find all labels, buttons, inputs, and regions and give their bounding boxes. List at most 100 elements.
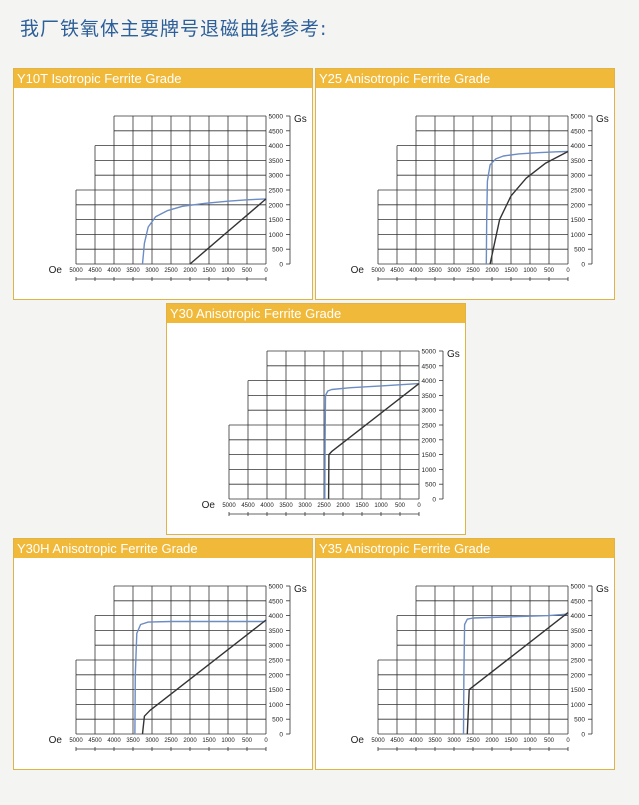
y-tick-label: 4000 [422,378,437,385]
x-tick-label: 500 [544,268,555,274]
x-tick-label: 3000 [145,268,159,274]
x-tick-label: 4500 [390,738,404,744]
y-tick-label: 2500 [269,658,284,665]
y-axis-title: Gs [447,349,460,360]
panel-header: Y30H Anisotropic Ferrite Grade [14,539,312,558]
y-tick-label: 2500 [269,188,284,195]
grid [228,350,420,500]
x-axis-title: Oe [351,735,365,746]
x-tick-label: 3000 [298,503,312,509]
x-axis-title: Oe [351,265,365,276]
y-tick-label: 2500 [571,188,586,195]
chart-panel-y30: Y30 Anisotropic Ferrite Grade 0 500 1000 15… [166,303,466,535]
x-tick-label: 1000 [523,268,537,274]
x-tick-label: 1500 [504,268,518,274]
y-tick-label: 3500 [269,628,284,635]
x-tick-label: 1000 [374,503,388,509]
x-tick-label: 4500 [241,503,255,509]
panel-header: Y10T Isotropic Ferrite Grade [14,69,312,88]
y-tick-label: 3500 [571,628,586,635]
x-tick-label: 4500 [88,268,102,274]
x-tick-label: 4000 [260,503,274,509]
y-tick-label: 4000 [571,613,586,620]
demagnetization-chart: 0500100015002000250030003500400045005000… [351,114,609,281]
induction-curve [485,150,569,265]
x-tick-label: 2500 [164,268,178,274]
y-tick-label: 0 [279,262,283,269]
y-tick-label: 500 [425,482,436,489]
y-tick-label: 0 [432,497,436,504]
y-tick-label: 500 [272,717,283,724]
x-tick-label: 0 [264,738,268,744]
panel-header: Y25 Anisotropic Ferrite Grade [316,69,614,88]
demagnetization-chart: 0500100015002000250030003500400045005000… [202,349,460,516]
y-tick-label: 2500 [571,658,586,665]
page-title: 我厂铁氧体主要牌号退磁曲线参考: [20,18,328,40]
y-tick-label: 2000 [571,202,586,209]
x-tick-label: 3500 [279,503,293,509]
y-tick-label: 2000 [571,672,586,679]
x-tick-label: 500 [242,738,253,744]
y-tick-label: 3000 [269,643,284,650]
y-tick-label: 5000 [571,114,586,121]
y-tick-label: 2000 [269,672,284,679]
demagnetization-chart: 0 500 1000 1500 2000 2500 3000 3500 4000 4500 5000… [49,584,307,751]
y-tick-label: 5000 [422,349,437,356]
x-tick-label: 1500 [504,738,518,744]
y-tick-label: 2000 [269,202,284,209]
y-tick-label: 0 [581,262,585,269]
y-tick-label: 1000 [571,702,586,709]
y-tick-label: 1500 [571,217,586,224]
y-axis-title: Gs [596,584,609,595]
y-tick-label: 1000 [571,232,586,239]
x-tick-label: 4000 [409,738,423,744]
x-tick-label: 0 [417,503,421,509]
x-tick-label: 4500 [88,738,102,744]
x-tick-label: 0 [264,268,268,274]
x-tick-label: 5000 [69,268,83,274]
x-tick-label: 1000 [221,738,235,744]
y-tick-label: 1000 [422,467,437,474]
chart-panel-y30h: Y30H Anisotropic Ferrite Grade 0 500 1000 1… [13,538,313,770]
x-tick-label: 4000 [409,268,423,274]
y-tick-label: 1500 [422,452,437,459]
grid [75,115,267,265]
grid [377,585,569,735]
x-tick-label: 3500 [428,738,442,744]
x-tick-label: 3500 [126,738,140,744]
y-tick-label: 0 [581,732,585,739]
x-tick-label: 5000 [222,503,236,509]
x-tick-label: 2500 [466,268,480,274]
y-tick-label: 5000 [269,584,284,591]
x-tick-label: 3000 [145,738,159,744]
magnetization-line [189,198,267,265]
x-tick-label: 4000 [107,738,121,744]
y-tick-label: 3500 [422,393,437,400]
demagnetization-chart: 0500100015002000250030003500400045005000… [49,114,307,281]
y-tick-label: 1000 [269,702,284,709]
y-tick-label: 3500 [571,158,586,165]
x-tick-label: 2000 [183,268,197,274]
x-tick-label: 5000 [371,738,385,744]
x-tick-label: 0 [566,268,570,274]
y-axis-title: Gs [294,114,307,125]
x-tick-label: 1500 [355,503,369,509]
grid [377,115,569,265]
chart-panel-y35: Y35 Anisotropic Ferrite Grade 0 500 1000 15… [315,538,615,770]
x-axis-title: Oe [202,500,216,511]
x-tick-label: 2500 [164,738,178,744]
y-tick-label: 3000 [269,173,284,180]
x-tick-label: 500 [242,268,253,274]
x-tick-label: 4000 [107,268,121,274]
induction-curve [134,620,266,735]
grid [75,585,267,735]
y-tick-label: 4500 [269,598,284,605]
y-tick-label: 1500 [269,687,284,694]
y-tick-label: 500 [574,247,585,254]
y-tick-label: 4000 [571,143,586,150]
x-tick-label: 2500 [466,738,480,744]
y-tick-label: 4000 [269,143,284,150]
y-tick-label: 2000 [422,437,437,444]
induction-curve [324,382,420,500]
y-tick-label: 4500 [571,128,586,135]
